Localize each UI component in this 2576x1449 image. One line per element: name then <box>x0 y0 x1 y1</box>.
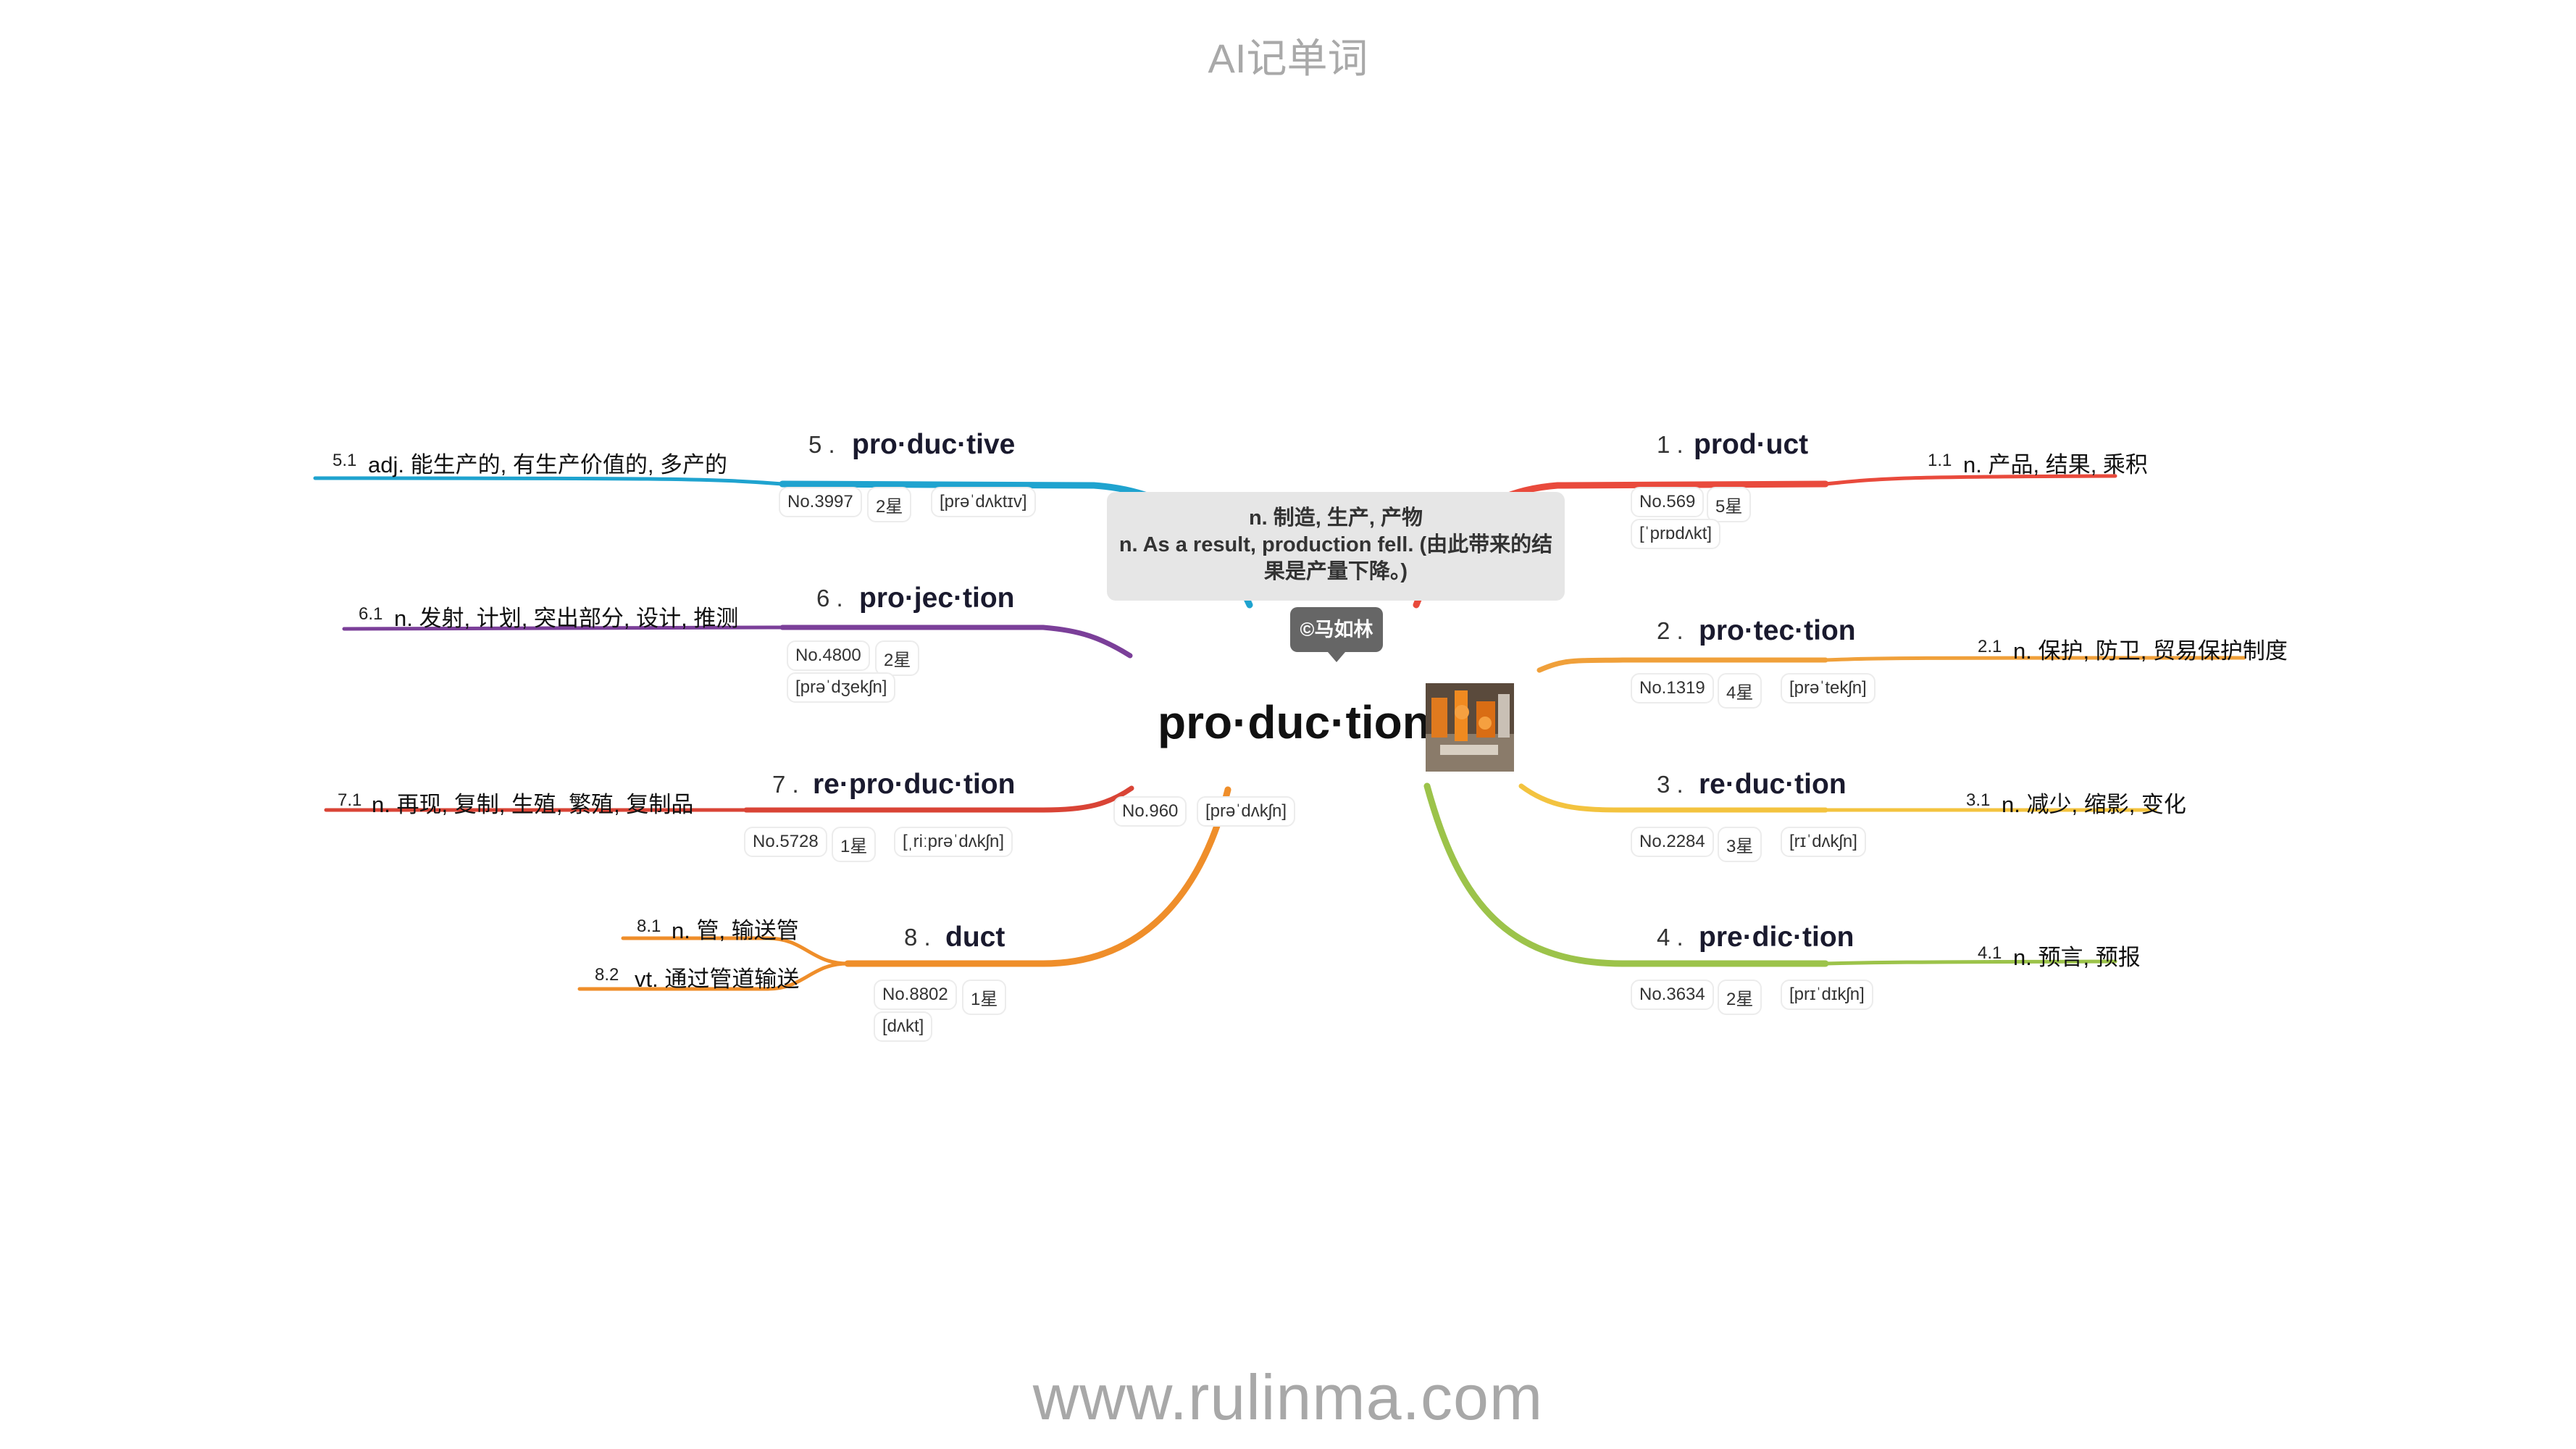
author-badge: ©马如林 <box>1290 607 1383 662</box>
footer-url: www.rulinma.com <box>1032 1361 1544 1433</box>
sense-2-1-number: 2.1 <box>1978 637 2002 656</box>
sense-8-1-number: 8.1 <box>637 916 661 936</box>
branch-2-no-tag: No.1319 <box>1631 673 1714 703</box>
branch-5-phonetic-tag: [prəˈdʌktɪv] <box>931 487 1036 517</box>
sense-6-1-text: n. 发射, 计划, 突出部分, 设计, 推测 <box>394 606 739 631</box>
branch-5-stars-tag: 2星 <box>867 487 912 522</box>
branch-8-stars-tag: 1星 <box>962 980 1007 1015</box>
branch-2-connector <box>1823 656 2246 662</box>
branch-7-word: re·pro·duc·tion <box>813 769 1016 800</box>
branch-3-number: 3 . <box>1657 771 1684 798</box>
factory-robot-photo-icon <box>1426 683 1514 772</box>
center-note: n. 制造, 生产, 产物 n. As a result, production… <box>1107 492 1565 601</box>
branch-7-connector <box>743 785 1134 813</box>
branch-6-connector <box>342 625 785 631</box>
branch-4-connector <box>1823 959 2117 966</box>
branch-6-no-tag: No.4800 <box>787 640 870 671</box>
sense-8-2-text: vt. 通过管道输送 <box>635 966 800 992</box>
branch-1-stars-tag: 5星 <box>1707 487 1752 522</box>
branch-6-connector <box>779 625 1133 659</box>
branch-5-no-tag: No.3997 <box>779 487 862 517</box>
branch-5-number: 5 . <box>808 431 835 458</box>
center-phonetic-tag: [prəˈdʌkʃn] <box>1197 796 1296 827</box>
branch-4-word: pre·dic·tion <box>1699 922 1854 953</box>
sense-1-1-text: n. 产品, 结果, 乘积 <box>1963 452 2148 477</box>
sense-8-2-number: 8.2 <box>595 965 619 985</box>
branch-3-word: re·duc·tion <box>1699 769 1847 800</box>
branch-1-connector <box>1823 474 2117 486</box>
branch-2-phonetic-tag: [prəˈtekʃn] <box>1781 673 1875 703</box>
note-line-1: n. 制造, 生产, 产物 <box>1248 506 1423 530</box>
branch-1-no-tag: No.569 <box>1631 487 1705 517</box>
sense-5-1-text: adj. 能生产的, 有生产价值的, 多产的 <box>368 452 728 477</box>
branch-7-stars-tag: 1星 <box>832 827 877 862</box>
sense-7-1-number: 7.1 <box>338 790 362 810</box>
branch-4-connector <box>1423 782 1829 967</box>
branch-3-connector <box>1518 783 1828 813</box>
center-word: pro·duc·tion <box>1158 696 1431 748</box>
branch-8-connector <box>844 786 1231 967</box>
sense-3-1-number: 3.1 <box>1966 790 1991 810</box>
branch-1-number: 1 . <box>1657 431 1684 458</box>
branch-1-word: prod·uct <box>1694 429 1809 460</box>
branch-3-no-tag: No.2284 <box>1631 827 1714 857</box>
branch-7-phonetic-tag: [ˌriːprəˈdʌkʃn] <box>894 827 1013 857</box>
branch-4-stars-tag: 2星 <box>1718 980 1762 1015</box>
branch-4-number: 4 . <box>1657 924 1684 951</box>
sense-4-1-number: 4.1 <box>1978 943 2002 963</box>
sense-4-1-text: n. 预言, 预报 <box>2013 945 2141 970</box>
branch-6-number: 6 . <box>816 585 843 611</box>
branch-6-word: pro·jec·tion <box>859 582 1015 614</box>
branch-6-stars-tag: 2星 <box>875 640 920 676</box>
sense-1-1-number: 1.1 <box>1928 451 1952 470</box>
sense-7-1-text: n. 再现, 复制, 生殖, 繁殖, 复制品 <box>372 792 694 817</box>
sense-8-1-text: n. 管, 输送管 <box>672 918 799 943</box>
branch-2-connector <box>1536 657 1828 673</box>
branch-8-word: duct <box>945 922 1005 953</box>
center-number-tag: No.960 <box>1113 796 1187 827</box>
note-line-2: n. As a result, production fell. (由此带来的结 <box>1118 533 1553 556</box>
branch-7-number: 7 . <box>772 771 799 798</box>
branch-7-no-tag: No.5728 <box>744 827 827 857</box>
page-header: AI记单词 <box>1208 36 1368 81</box>
branch-8-no-tag: No.8802 <box>874 980 957 1010</box>
branch-2-number: 2 . <box>1657 617 1684 644</box>
branch-5-connector <box>313 476 785 486</box>
sense-2-1-text: n. 保护, 防卫, 贸易保护制度 <box>2013 638 2288 664</box>
branch-8-connector <box>577 961 850 991</box>
branch-2-stars-tag: 4星 <box>1718 673 1762 709</box>
branch-8-connector <box>621 936 850 966</box>
branch-4-no-tag: No.3634 <box>1631 980 1714 1010</box>
branch-8-number: 8 . <box>904 924 931 951</box>
branch-6-phonetic-tag: [prəˈdʒekʃn] <box>787 672 896 703</box>
branch-3-stars-tag: 3星 <box>1718 827 1762 862</box>
branch-2-word: pro·tec·tion <box>1699 615 1856 646</box>
note-line-3: 果是产量下降。) <box>1263 560 1408 583</box>
branch-8-phonetic-tag: [dʌkt] <box>874 1011 933 1042</box>
sense-6-1-number: 6.1 <box>359 604 383 624</box>
branch-3-phonetic-tag: [rɪˈdʌkʃn] <box>1781 827 1866 857</box>
branch-4-phonetic-tag: [prɪˈdɪkʃn] <box>1781 980 1873 1010</box>
branch-5-word: pro·duc·tive <box>852 429 1016 460</box>
sense-3-1-text: n. 减少, 缩影, 变化 <box>2002 792 2186 817</box>
sense-5-1-number: 5.1 <box>333 451 357 470</box>
branch-1-phonetic-tag: [ˈprɒdʌkt] <box>1631 519 1721 549</box>
